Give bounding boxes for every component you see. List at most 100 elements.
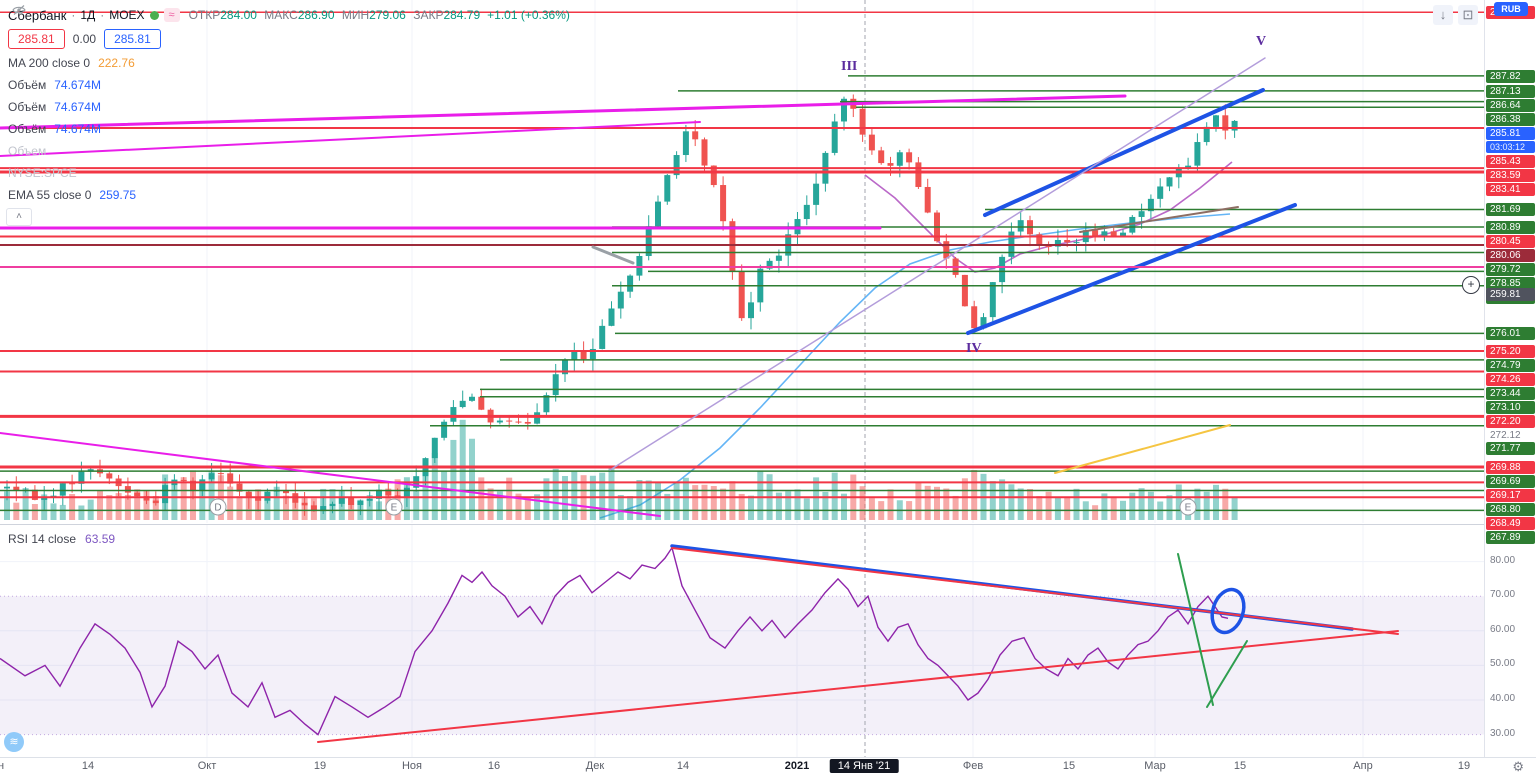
indicator-value: 74.674M — [54, 100, 101, 114]
indicator-label: RSI 14 close — [8, 532, 77, 546]
indicator-label: Объем — [8, 144, 47, 158]
bar-countdown: 03:03:12 — [1486, 140, 1535, 153]
rsi-pane[interactable]: RSI 14 close 63.59 ≋ — [0, 524, 1484, 758]
indicator-value: 259.75 — [99, 188, 137, 202]
rsi-scale-label: 60.00 — [1490, 623, 1516, 635]
time-axis-label: 19 — [1457, 760, 1471, 772]
indicator-value: 74.674M — [54, 78, 101, 92]
download-icon[interactable]: ↓ — [1433, 5, 1453, 25]
time-axis-label: 16 — [487, 760, 501, 772]
time-axis-label: 2021 — [784, 760, 810, 772]
moving-average-curves — [599, 161, 1233, 519]
crosshair-date-badge: 14 Янв '21 — [829, 759, 899, 773]
rsi-trend-line — [317, 630, 1399, 743]
current-price-label: 285.81 — [1486, 126, 1535, 140]
indicator-row-ema55[interactable]: EMA 55 close 0 259.75 — [8, 184, 570, 206]
trading-widget: 285.81 0.00 285.81 — [8, 26, 570, 52]
trend-lines — [0, 57, 1484, 517]
exchange-label[interactable]: MOEX — [109, 8, 145, 22]
elliott-wave-label: V — [1256, 34, 1266, 49]
price-level-label: 286.64 — [1486, 98, 1535, 112]
price-pane[interactable]: III IV V D E E Сбербанк · 1Д · MOEX ≈ ОТКР284… — [0, 0, 1484, 523]
price-chart-canvas: III IV V D E E — [0, 0, 1484, 523]
low-label: МИН — [341, 8, 370, 22]
indicator-row-volume-hidden[interactable]: Объем — [8, 5, 570, 162]
open-value: 284.00 — [220, 8, 257, 22]
rsi-trend-line — [1177, 553, 1214, 706]
event-marker — [385, 498, 403, 516]
pane-buttons: ↓ ⊡ — [1433, 5, 1478, 25]
price-level-label: 280.45 — [1486, 234, 1535, 248]
rsi-scale-label: 80.00 — [1490, 554, 1516, 566]
time-axis-label: 15 — [1062, 760, 1076, 772]
sell-button[interactable]: 285.81 — [8, 29, 65, 49]
indicator-row-spce[interactable]: NYSE:SPCE — [8, 6, 570, 184]
elliott-wave-label: III — [841, 59, 857, 74]
separator-dot: · — [100, 8, 105, 22]
event-marker — [209, 498, 227, 516]
symbol-name[interactable]: Сбербанк — [8, 7, 67, 23]
event-marker-letter: E — [391, 503, 398, 514]
indicator-value: 63.59 — [85, 532, 116, 546]
close-value: 284.79 — [443, 8, 481, 22]
time-axis-label: Ноя — [401, 760, 423, 772]
ema-purple-curve — [864, 161, 1233, 273]
interval-label[interactable]: 1Д — [80, 8, 96, 22]
buy-button[interactable]: 285.81 — [104, 29, 161, 49]
high-value: 286.90 — [297, 8, 335, 22]
legend-collapse-button[interactable]: ˄ — [6, 208, 32, 226]
indicator-label: MA 200 close 0 — [8, 56, 91, 70]
horizontal-levels — [0, 11, 1484, 512]
price-level-label: 268.49 — [1486, 516, 1535, 530]
indicator-row-volume-2[interactable]: Объём 74.674M — [8, 96, 570, 118]
rsi-scale-label: 70.00 — [1490, 589, 1516, 601]
rsi-scale-label: 30.00 — [1490, 727, 1516, 739]
price-level-label: 287.82 — [1486, 69, 1535, 83]
indicator-row-volume-1[interactable]: Объём 74.674M — [8, 74, 570, 96]
time-axis-label: 19 — [313, 760, 327, 772]
add-alert-plus-icon[interactable]: + — [1462, 276, 1480, 294]
low-value: 279.06 — [369, 8, 406, 22]
rsi-trend-line — [671, 547, 1399, 635]
rsi-scale-label: 40.00 — [1490, 693, 1516, 704]
hand-drawn-circle — [1210, 587, 1246, 635]
currency-badge[interactable]: RUB — [1494, 2, 1528, 16]
price-level-label: 279.72 — [1486, 262, 1535, 276]
indicator-label: EMA 55 close 0 — [8, 188, 92, 202]
rsi-band — [0, 596, 1484, 735]
rsi-scale-label: 50.00 — [1490, 658, 1516, 670]
price-level-label: 285.43 — [1486, 154, 1535, 168]
price-level-label: 273.44 — [1486, 386, 1535, 400]
author-avatar[interactable]: ≋ — [4, 732, 24, 752]
change-value: +1.01 (+0.36%) — [487, 8, 570, 22]
eye-icon[interactable] — [12, 4, 26, 16]
elliott-wave-label: IV — [966, 341, 982, 356]
rsi-trend-line — [1206, 640, 1248, 708]
price-level-label: 278.85 — [1486, 276, 1535, 290]
price-level-label: 286.38 — [1486, 112, 1535, 126]
maximize-pane-icon[interactable]: ⊡ — [1458, 5, 1478, 25]
event-marker — [1179, 498, 1197, 516]
price-scale[interactable]: RUB 259.81290.74287.82287.13286.64286.38… — [1484, 0, 1536, 757]
time-axis-label: Окт — [197, 760, 217, 772]
time-axis[interactable]: Сен14Окт19Ноя16Дек142021Фев15Мар15Апр19 … — [0, 757, 1536, 775]
ema-price-label: 259.81 — [1486, 288, 1535, 301]
price-level-label: 275.20 — [1486, 344, 1535, 358]
indicator-row-ma200[interactable]: MA 200 close 0 222.76 — [8, 52, 570, 74]
price-level-label: 267.89 — [1486, 530, 1535, 544]
hot-ideas-icon[interactable]: ≈ — [163, 8, 180, 22]
close-label: ЗАКР — [413, 8, 444, 22]
indicator-row-rsi[interactable]: RSI 14 close 63.59 — [8, 528, 115, 550]
volume-series — [4, 419, 1238, 520]
indicator-label: NYSE:SPCE — [8, 166, 77, 180]
price-level-label: 274.79 — [1486, 358, 1535, 372]
indicator-row-volume-3[interactable]: Объём 74.674M — [8, 118, 570, 140]
price-level-label: 283.59 — [1486, 168, 1535, 182]
time-axis-label: Мар — [1144, 760, 1166, 772]
price-level-label: 271.77 — [1486, 441, 1535, 455]
annotations: III IV V D E E — [209, 34, 1266, 516]
time-axis-label: 14 — [676, 760, 690, 772]
axis-settings-gear-icon[interactable]: ⚙ — [1512, 759, 1524, 774]
symbol-row[interactable]: Сбербанк · 1Д · MOEX ≈ ОТКР284.00 МАКС28… — [8, 4, 570, 26]
